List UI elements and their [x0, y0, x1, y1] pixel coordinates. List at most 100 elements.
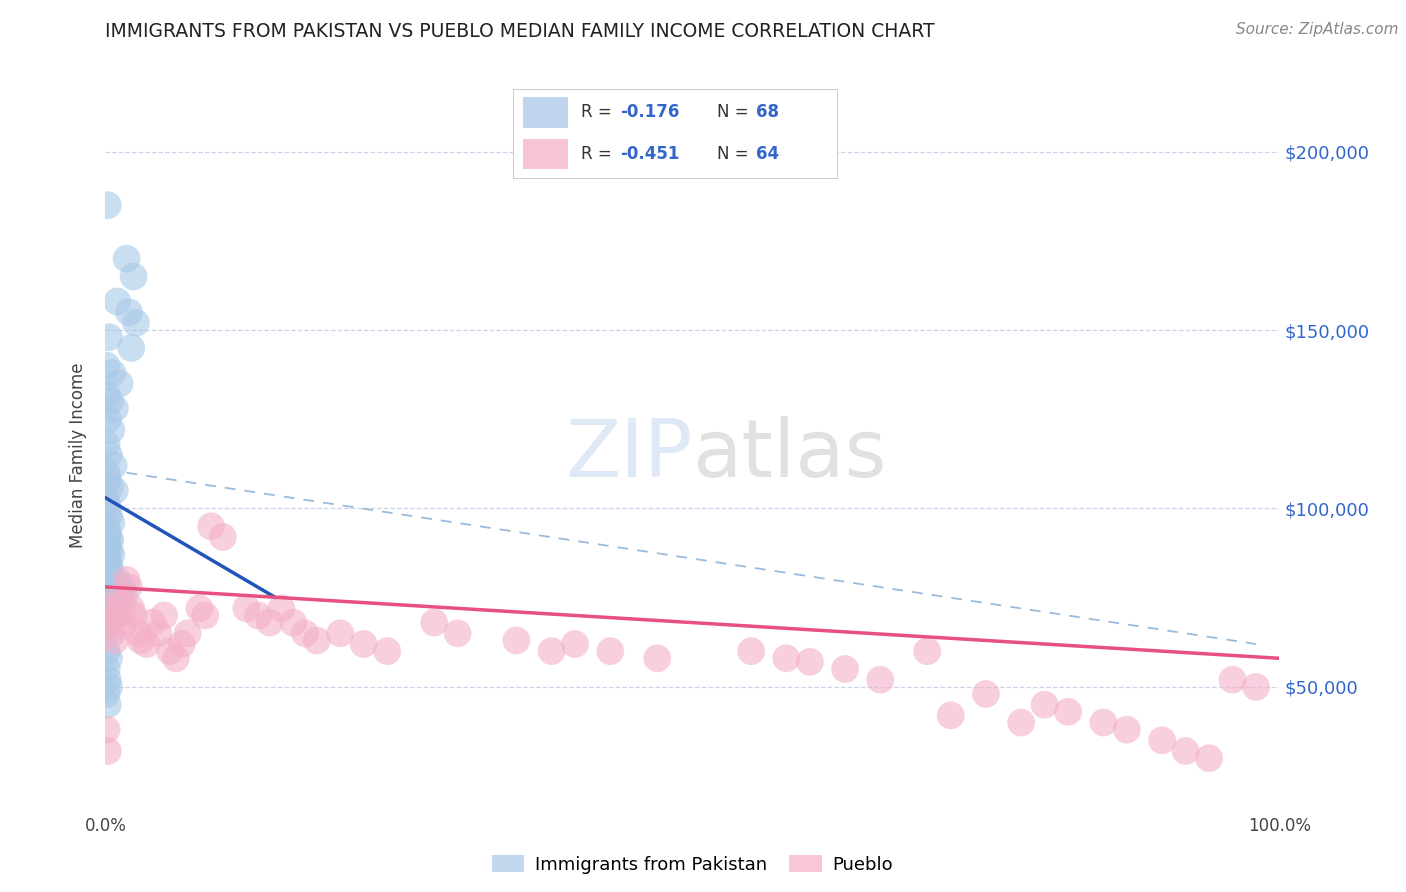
Point [98, 583, 121, 598]
Point [194, 608, 217, 623]
Point [97, 744, 120, 758]
Point [97, 412, 120, 426]
Point [740, 644, 762, 658]
Point [96, 576, 118, 591]
Point [98, 394, 121, 409]
Point [96, 687, 118, 701]
Point [681, 822, 703, 837]
Point [423, 615, 446, 630]
Point [108, 591, 131, 605]
Point [100, 423, 122, 437]
Point [105, 608, 128, 623]
Point [129, 633, 152, 648]
Text: R =: R = [581, 103, 612, 121]
Text: 68: 68 [756, 103, 779, 121]
Text: 64: 64 [756, 145, 779, 163]
Point [98, 573, 121, 587]
Point [939, 708, 962, 723]
Point [112, 587, 135, 601]
Point [915, 644, 938, 658]
Point [98, 587, 121, 601]
Point [200, 519, 222, 533]
Point [96, 359, 118, 373]
Point [599, 644, 621, 658]
Point [159, 644, 181, 658]
Point [540, 644, 562, 658]
Point [294, 626, 316, 640]
Point [270, 601, 292, 615]
Point [305, 633, 328, 648]
Point [96, 662, 118, 676]
Point [96, 494, 118, 508]
Point [96, 466, 118, 480]
Point [104, 601, 127, 615]
Text: -0.176: -0.176 [620, 103, 679, 121]
Text: R =: R = [581, 145, 612, 163]
Point [446, 626, 468, 640]
Point [105, 608, 128, 623]
Point [96, 644, 118, 658]
Point [564, 637, 586, 651]
Point [96, 437, 118, 451]
Point [869, 673, 891, 687]
Point [98, 626, 121, 640]
Point [165, 651, 187, 665]
Point [122, 269, 145, 284]
Point [97, 698, 120, 712]
Point [235, 601, 257, 615]
Point [799, 655, 821, 669]
Point [97, 673, 120, 687]
Point [775, 651, 797, 665]
Text: N =: N = [717, 145, 748, 163]
Point [645, 651, 668, 665]
Point [97, 526, 120, 541]
Y-axis label: Median Family Income: Median Family Income [69, 362, 87, 548]
Point [98, 651, 121, 665]
Point [98, 680, 121, 694]
Point [96, 615, 118, 630]
Point [97, 619, 120, 633]
Point [211, 530, 233, 544]
Point [104, 633, 127, 648]
Point [125, 316, 148, 330]
Text: Source: ZipAtlas.com: Source: ZipAtlas.com [1236, 22, 1399, 37]
Point [353, 637, 375, 651]
Point [96, 723, 118, 737]
Point [122, 608, 145, 623]
Point [96, 537, 118, 551]
Point [105, 294, 128, 309]
Point [96, 591, 118, 605]
Point [97, 198, 120, 212]
Point [259, 615, 281, 630]
Point [1057, 705, 1080, 719]
Point [115, 252, 138, 266]
Point [105, 573, 128, 587]
Point [329, 626, 352, 640]
Point [97, 580, 120, 594]
Point [135, 637, 157, 651]
Point [97, 580, 120, 594]
Point [96, 573, 118, 587]
Point [96, 566, 118, 580]
Point [98, 530, 121, 544]
Point [141, 615, 163, 630]
Point [118, 305, 141, 319]
Bar [523, 97, 568, 128]
Point [100, 608, 122, 623]
Point [97, 594, 120, 608]
Point [97, 601, 120, 615]
Point [111, 598, 134, 612]
Point [97, 501, 120, 516]
Point [1033, 698, 1056, 712]
Point [98, 598, 121, 612]
Point [112, 615, 135, 630]
Point [834, 662, 856, 676]
Point [247, 608, 270, 623]
Point [104, 483, 127, 498]
Point [98, 558, 121, 573]
Point [188, 601, 211, 615]
Point [108, 376, 131, 391]
Point [98, 533, 121, 548]
Text: IMMIGRANTS FROM PAKISTAN VS PUEBLO MEDIAN FAMILY INCOME CORRELATION CHART: IMMIGRANTS FROM PAKISTAN VS PUEBLO MEDIA… [105, 22, 935, 41]
Point [100, 548, 122, 562]
